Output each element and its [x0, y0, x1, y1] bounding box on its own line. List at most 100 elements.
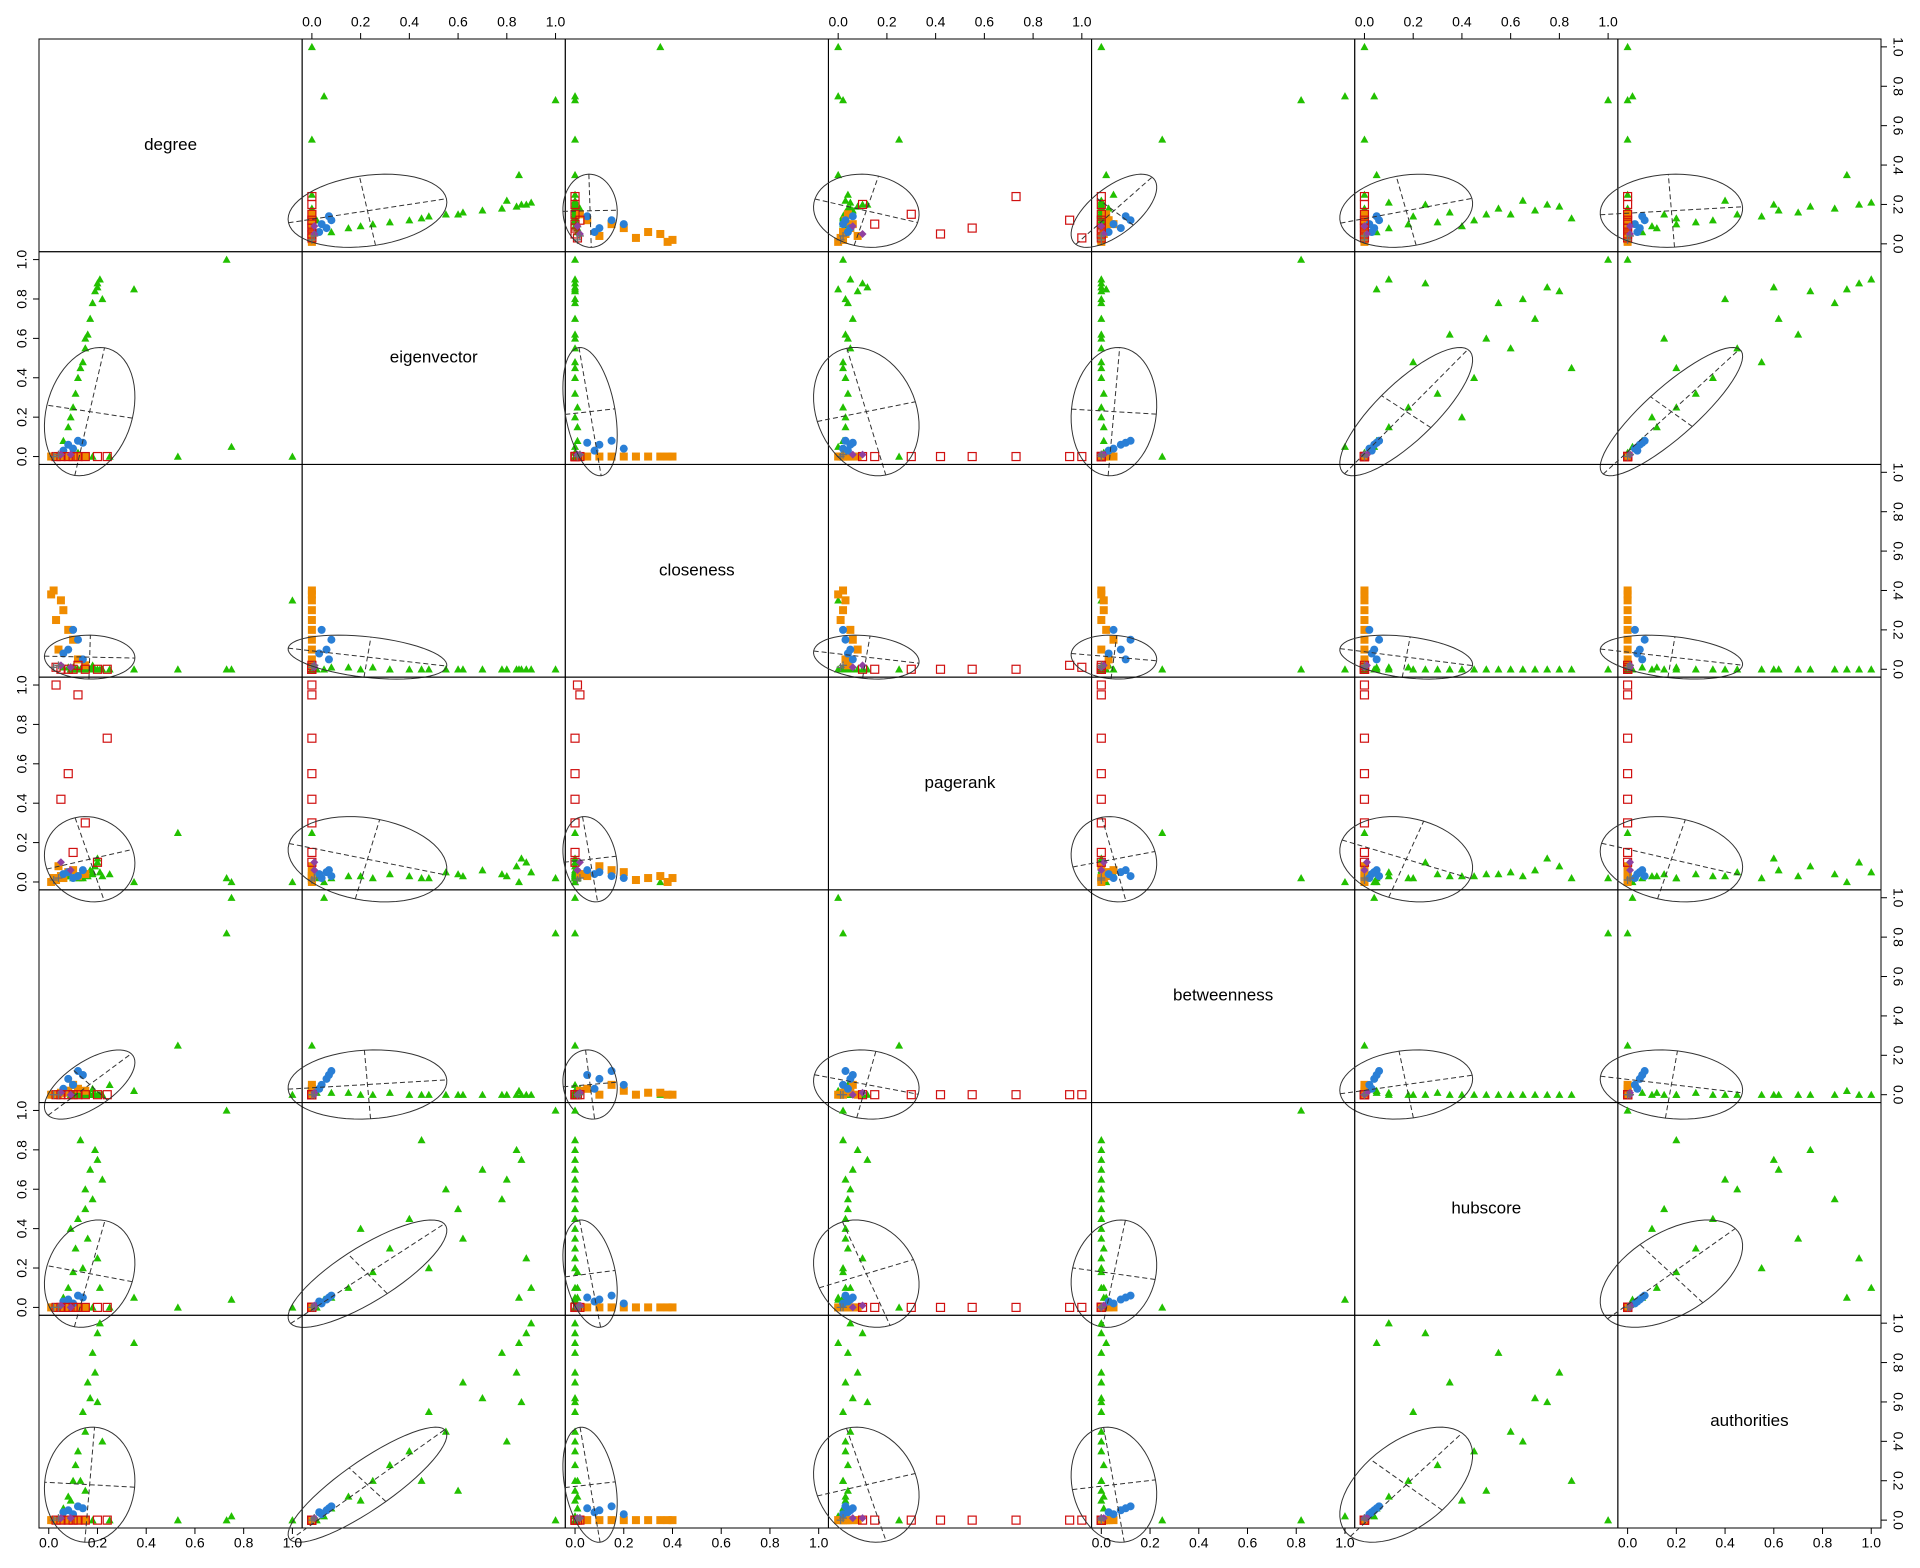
point	[1370, 893, 1379, 901]
point	[1830, 1195, 1839, 1203]
point	[88, 1348, 97, 1356]
point	[1097, 1397, 1106, 1406]
x-tick-label: 0.2	[88, 1535, 108, 1551]
point	[1097, 1437, 1106, 1445]
y-tick-label: 0.8	[14, 289, 30, 309]
point	[573, 436, 582, 444]
point	[71, 1460, 80, 1469]
point	[1733, 210, 1742, 218]
point	[222, 929, 231, 937]
point	[1360, 1514, 1369, 1523]
point	[839, 1267, 848, 1276]
point	[573, 222, 582, 231]
point	[173, 665, 182, 673]
point	[1660, 1204, 1669, 1213]
point	[1842, 665, 1851, 673]
point	[1097, 1496, 1106, 1504]
point	[619, 452, 628, 461]
point	[570, 769, 580, 779]
point	[310, 858, 319, 867]
panel	[1617, 251, 1882, 465]
point	[570, 847, 580, 858]
variable-name: closeness	[659, 560, 735, 579]
point	[441, 210, 450, 218]
point	[839, 625, 848, 634]
point	[514, 170, 523, 179]
y-tick-label: 0.6	[14, 754, 30, 774]
point	[1096, 794, 1106, 804]
point	[1457, 222, 1466, 230]
point	[571, 1476, 580, 1484]
point	[1769, 200, 1778, 208]
point	[571, 893, 580, 901]
point	[405, 1447, 414, 1455]
point	[1555, 202, 1564, 210]
point	[1433, 218, 1442, 226]
y-tick-label: 0.6	[1890, 1392, 1906, 1412]
point	[307, 625, 316, 634]
point	[1065, 1302, 1075, 1313]
point	[1360, 661, 1369, 670]
point	[1097, 1427, 1106, 1435]
point	[1457, 1090, 1466, 1098]
point	[1672, 665, 1681, 673]
point	[967, 223, 977, 233]
point	[895, 452, 904, 460]
point	[1623, 635, 1632, 644]
variable-name: betweenness	[1173, 986, 1273, 1005]
point	[81, 1185, 90, 1193]
point	[843, 446, 852, 455]
ellipse-axes	[46, 1220, 133, 1327]
point	[1102, 170, 1111, 179]
point	[80, 1090, 90, 1100]
point	[834, 893, 843, 901]
point	[527, 1283, 536, 1291]
point	[307, 590, 316, 599]
point	[478, 206, 487, 214]
y-tick-label: 0.8	[1890, 502, 1906, 522]
point	[571, 929, 580, 937]
point	[863, 1397, 872, 1406]
point	[92, 1302, 103, 1313]
point	[73, 1516, 82, 1525]
point	[1372, 438, 1381, 447]
x-tick-label: 0.2	[351, 14, 371, 30]
point	[1604, 665, 1613, 673]
point	[1652, 663, 1661, 671]
point	[571, 279, 580, 287]
point	[78, 1293, 87, 1302]
point	[80, 1302, 90, 1313]
point	[607, 216, 616, 225]
point	[571, 1437, 580, 1445]
point	[310, 1303, 319, 1312]
point	[1855, 1254, 1864, 1262]
point	[1097, 1407, 1106, 1415]
point	[1077, 451, 1087, 462]
x-tick-label: 0.2	[1403, 14, 1423, 30]
point	[66, 1090, 75, 1099]
point	[71, 1244, 80, 1252]
point	[76, 1476, 85, 1484]
point	[1647, 1224, 1656, 1232]
ellipse-axes	[288, 1050, 447, 1119]
point	[967, 1090, 977, 1100]
point	[310, 866, 319, 875]
point	[59, 649, 68, 658]
point	[1297, 1516, 1306, 1524]
panel	[1617, 463, 1882, 678]
point	[81, 1427, 90, 1435]
point	[288, 452, 297, 460]
point	[1099, 1244, 1108, 1252]
point	[573, 1267, 582, 1276]
point	[288, 596, 297, 604]
point	[1769, 1090, 1778, 1098]
point	[88, 1303, 97, 1311]
point	[1626, 866, 1635, 875]
y-tick-label: 0.2	[14, 833, 30, 853]
x-tick-label: 0.8	[1287, 1535, 1307, 1551]
point	[839, 96, 848, 104]
point	[571, 1195, 580, 1203]
point	[839, 1407, 848, 1415]
point	[935, 451, 946, 462]
point	[668, 1516, 677, 1525]
